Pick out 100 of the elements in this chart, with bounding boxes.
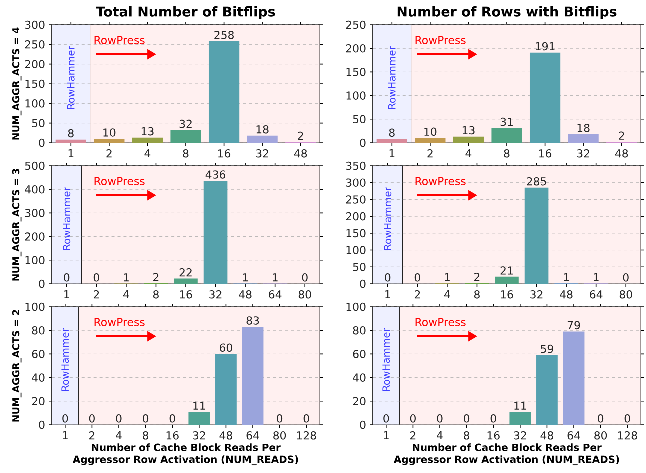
x-tick-label: 1 xyxy=(390,150,395,158)
data-label: 31 xyxy=(500,118,513,126)
data-label: 0 xyxy=(384,414,390,423)
bar xyxy=(216,354,237,425)
x-tick-label: 32 xyxy=(193,432,206,440)
y-tick-label: 0 xyxy=(360,280,366,288)
bar xyxy=(208,42,240,143)
annotation: RowPress xyxy=(416,318,466,326)
x-tick-label: 2 xyxy=(106,150,112,158)
data-label: 0 xyxy=(62,414,68,423)
data-label: 0 xyxy=(143,414,149,423)
data-label: 0 xyxy=(170,414,176,423)
data-label: 191 xyxy=(536,42,555,51)
data-label: 285 xyxy=(527,177,546,186)
x-tick-label: 80 xyxy=(274,432,286,440)
y-tick-label: 250 xyxy=(346,20,366,30)
y-tick-label: 100 xyxy=(346,302,366,312)
x-tick-label: 128 xyxy=(297,432,316,440)
y-tick-label: 100 xyxy=(346,92,366,100)
y-axis-title: NUM_AGGR_ACTS = 3 xyxy=(12,169,22,281)
data-label: 83 xyxy=(246,316,260,325)
data-label: 2 xyxy=(154,273,159,282)
y-tick-label: 50 xyxy=(32,119,45,128)
data-label: 0 xyxy=(464,414,470,423)
data-label: 0 xyxy=(490,414,496,423)
x-axis-title: Number of Cache Block Reads Per Aggressor Row Activation (NUM_READS) xyxy=(72,444,298,466)
x-tick-label: 16 xyxy=(488,432,500,440)
x-tick-label: 8 xyxy=(153,290,159,299)
data-label: 2 xyxy=(298,132,304,140)
x-tick-label: 128 xyxy=(618,432,638,440)
data-label: 21 xyxy=(500,266,513,275)
data-label: 13 xyxy=(462,126,475,135)
bar xyxy=(492,128,522,143)
data-label: 0 xyxy=(410,414,416,423)
x-tick-label: 32 xyxy=(256,150,268,158)
bar xyxy=(242,327,264,425)
y-tick-label: 0 xyxy=(39,280,45,288)
y-tick-label: 200 xyxy=(25,60,45,68)
y-tick-label: 200 xyxy=(346,212,366,221)
data-label: 13 xyxy=(142,127,154,136)
x-tick-label: 2 xyxy=(410,432,416,440)
data-label: 1 xyxy=(124,274,129,282)
x-tick-label: 16 xyxy=(166,432,179,440)
data-label: 258 xyxy=(214,31,234,40)
data-label: 10 xyxy=(104,128,116,137)
data-label: 1 xyxy=(594,273,599,282)
x-tick-label: 4 xyxy=(444,290,450,298)
data-label: 436 xyxy=(206,170,226,179)
x-tick-label: 4 xyxy=(123,290,130,298)
data-label: 0 xyxy=(64,274,70,282)
x-tick-label: 80 xyxy=(594,432,608,440)
bar xyxy=(188,412,210,425)
bar xyxy=(568,134,599,143)
y-axis-title: NUM_AGGR_ACTS = 4 xyxy=(12,28,22,140)
x-axis-title: Number of Cache Block Reads Per Aggressor Row Activation (NUM_READS) xyxy=(394,444,620,466)
x-tick-label: 16 xyxy=(540,150,552,158)
data-label: 22 xyxy=(180,268,192,277)
data-label: 0 xyxy=(116,414,122,423)
x-tick-label: 64 xyxy=(246,432,260,440)
bar xyxy=(247,136,278,143)
x-tick-label: 2 xyxy=(414,290,420,299)
annotation: RowPress xyxy=(94,177,145,186)
data-label: 11 xyxy=(194,402,206,410)
x-tick-label: 48 xyxy=(294,150,308,158)
bar xyxy=(530,52,561,143)
chart-title: Number of Rows with Bitflips xyxy=(398,6,617,20)
data-label: 10 xyxy=(424,128,437,136)
y-tick-label: 0 xyxy=(39,420,45,430)
y-tick-label: 100 xyxy=(26,256,45,265)
y-tick-label: 100 xyxy=(26,100,45,108)
x-tick-label: 32 xyxy=(210,290,222,299)
data-label: 0 xyxy=(624,414,630,423)
y-tick-label: 150 xyxy=(346,68,366,76)
data-label: 0 xyxy=(437,414,443,423)
data-label: 2 xyxy=(619,132,624,140)
bar xyxy=(415,138,446,143)
x-tick-label: 16 xyxy=(501,290,514,299)
bar xyxy=(563,332,585,425)
y-tick-label: 100 xyxy=(346,246,366,254)
x-tick-label: 16 xyxy=(180,290,192,299)
x-tick-label: 8 xyxy=(504,150,510,158)
data-label: 0 xyxy=(598,414,604,423)
x-tick-label: 32 xyxy=(577,150,590,158)
x-tick-label: 8 xyxy=(183,150,189,158)
y-tick-label: 200 xyxy=(25,232,45,241)
data-label: 0 xyxy=(302,274,308,282)
x-tick-label: 1 xyxy=(384,432,389,440)
x-tick-label: 64 xyxy=(590,290,603,299)
data-label: 1 xyxy=(273,274,278,282)
y-tick-label: 300 xyxy=(346,178,366,187)
data-label: 32 xyxy=(180,120,192,128)
bar xyxy=(132,138,164,143)
x-tick-label: 4 xyxy=(466,150,472,158)
bar xyxy=(510,412,532,425)
x-tick-label: 16 xyxy=(218,150,231,158)
x-tick-label: 1 xyxy=(63,432,68,440)
x-tick-label: 48 xyxy=(615,150,628,158)
y-tick-label: 150 xyxy=(26,80,45,88)
data-label: 0 xyxy=(304,414,310,423)
x-tick-label: 2 xyxy=(94,290,100,299)
